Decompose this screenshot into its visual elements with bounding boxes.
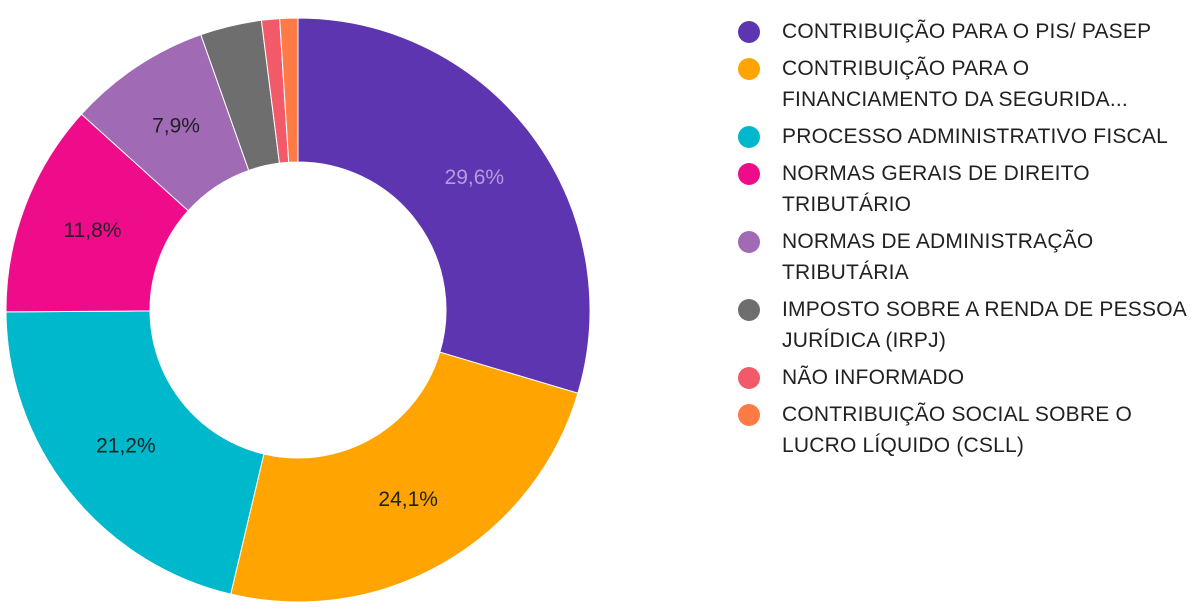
legend-swatch-icon	[738, 21, 760, 43]
legend-label: IMPOSTO SOBRE A RENDA DE PESSOA JURÍDICA…	[782, 298, 1186, 352]
legend-label: CONTRIBUIÇÃO PARA O FINANCIAMENTO DA SEG…	[782, 57, 1128, 111]
slice-value-label: 21,2%	[96, 435, 156, 458]
legend-label: NORMAS DE ADMINISTRAÇÃO TRIBUTÁRIA	[782, 230, 1094, 284]
legend-item-contribuicao-social-sobre-o-lucro-liquido-csll[interactable]: CONTRIBUIÇÃO SOCIAL SOBRE O LUCRO LÍQUID…	[738, 399, 1198, 461]
donut-chart: 29,6% 24,1% 21,2% 11,8% 7,9%	[5, 17, 591, 603]
slice-processo-administrativo-fiscal[interactable]	[5, 310, 265, 595]
legend-swatch-icon	[738, 299, 760, 321]
legend-item-normas-gerais-de-direito-tributario[interactable]: NORMAS GERAIS DE DIREITO TRIBUTÁRIO	[738, 158, 1198, 220]
slice-value-label: 29,6%	[445, 166, 505, 189]
legend-item-imposto-sobre-a-renda-de-pessoa-juridica-irpj[interactable]: IMPOSTO SOBRE A RENDA DE PESSOA JURÍDICA…	[738, 294, 1198, 356]
slice-value-label: 11,8%	[63, 219, 121, 242]
legend-label: NÃO INFORMADO	[782, 366, 965, 389]
slice-value-label: 7,9%	[152, 114, 200, 137]
legend-label: CONTRIBUIÇÃO SOCIAL SOBRE O LUCRO LÍQUID…	[782, 403, 1133, 457]
chart-legend: CONTRIBUIÇÃO PARA O PIS/ PASEP CONTRIBUIÇ…	[738, 16, 1198, 467]
legend-label: NORMAS GERAIS DE DIREITO TRIBUTÁRIO	[782, 162, 1090, 216]
legend-swatch-icon	[738, 163, 760, 185]
slice-value-label: 24,1%	[378, 488, 438, 511]
legend-item-processo-administrativo-fiscal[interactable]: PROCESSO ADMINISTRATIVO FISCAL	[738, 121, 1198, 152]
donut-chart-svg: 29,6% 24,1% 21,2% 11,8% 7,9%	[5, 17, 591, 603]
slice-contribuicao-para-o-pis-pasep[interactable]	[297, 17, 591, 394]
legend-label: PROCESSO ADMINISTRATIVO FISCAL	[782, 125, 1169, 148]
legend-swatch-icon	[738, 126, 760, 148]
legend-item-contribuicao-para-o-pis-pasep[interactable]: CONTRIBUIÇÃO PARA O PIS/ PASEP	[738, 16, 1198, 47]
slice-normas-gerais-de-direito-tributario[interactable]	[5, 113, 189, 313]
slice-contribuicao-para-o-financiamento-da-segurida[interactable]	[230, 351, 579, 603]
legend-item-normas-de-administracao-tributaria[interactable]: NORMAS DE ADMINISTRAÇÃO TRIBUTÁRIA	[738, 226, 1198, 288]
legend-label: CONTRIBUIÇÃO PARA O PIS/ PASEP	[782, 20, 1152, 43]
legend-item-contribuicao-para-o-financiamento-da-segurida[interactable]: CONTRIBUIÇÃO PARA O FINANCIAMENTO DA SEG…	[738, 53, 1198, 115]
legend-item-nao-informado[interactable]: NÃO INFORMADO	[738, 362, 1198, 393]
legend-swatch-icon	[738, 367, 760, 389]
legend-swatch-icon	[738, 404, 760, 426]
legend-swatch-icon	[738, 58, 760, 80]
legend-swatch-icon	[738, 231, 760, 253]
slice-contribuicao-social-sobre-o-lucro-liquido-csll[interactable]	[279, 17, 299, 163]
